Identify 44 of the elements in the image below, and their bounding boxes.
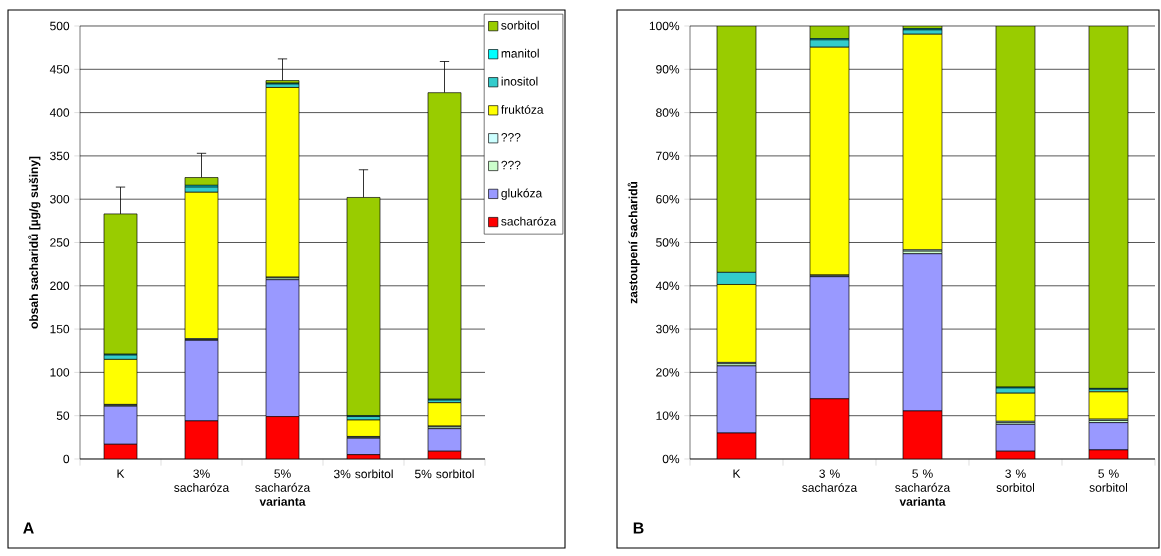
y-tick-label: 50: [56, 411, 70, 420]
y-tick-label: 10%: [656, 411, 680, 420]
y-tick-label: 500: [50, 21, 70, 31]
y-tick-label: 0%: [662, 454, 680, 464]
x-axis-title: varianta: [259, 497, 306, 506]
x-tick-label: 3% sacharóza: [174, 469, 230, 492]
legend-label: manitol: [501, 48, 539, 58]
x-tick-label: 3 % sorbitol: [996, 469, 1035, 492]
x-tick-label: 3% sorbitol: [333, 469, 393, 479]
y-tick-label: 40%: [655, 281, 680, 291]
x-axis-title: varianta: [899, 497, 946, 506]
legend-label: ???: [501, 160, 521, 170]
y-tick-label: 50%: [656, 238, 680, 247]
y-tick-label: 60%: [656, 194, 680, 204]
text: B: [633, 522, 644, 534]
legend-label: fruktóza: [501, 104, 544, 114]
y-tick-label: 200: [50, 281, 70, 291]
y-axis-title: zastoupení sacharidů: [627, 181, 640, 304]
legend-label: glukóza: [501, 188, 543, 200]
y-tick-label: 300: [50, 194, 70, 204]
x-tick-label: 5% sorbitol: [414, 469, 474, 479]
x-tick-label: 5 % sorbitol: [1089, 469, 1128, 492]
legend-label: ???: [501, 133, 521, 142]
x-tick-label: K: [733, 469, 741, 478]
y-tick-label: 100: [50, 368, 70, 377]
y-tick-label: 80%: [656, 108, 680, 117]
y-axis-title: obsah sacharidů [µg/g sušiny]: [28, 156, 41, 329]
y-tick-label: 150: [50, 324, 70, 334]
y-tick-label: 250: [50, 238, 70, 247]
legend-label: sorbitol: [501, 20, 539, 30]
y-tick-label: 70%: [656, 151, 680, 161]
legend-label: sacharóza: [501, 216, 557, 226]
y-tick-label: 100%: [649, 21, 680, 31]
y-tick-label: 0: [63, 454, 70, 464]
y-tick-label: 400: [49, 108, 70, 117]
y-tick-label: 90%: [656, 65, 680, 74]
x-tick-label: K: [117, 469, 125, 478]
text: A: [23, 522, 34, 534]
y-tick-label: 30%: [656, 324, 680, 334]
y-tick-label: 350: [50, 151, 70, 161]
x-tick-label: 3 % sacharóza: [802, 469, 858, 492]
legend-label: inositol: [501, 76, 538, 86]
y-tick-label: 20%: [656, 368, 680, 377]
y-tick-label: 450: [49, 65, 70, 74]
